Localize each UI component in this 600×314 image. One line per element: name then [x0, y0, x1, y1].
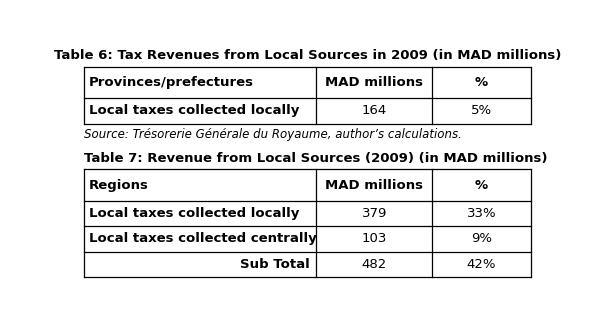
- Text: Local taxes collected locally: Local taxes collected locally: [89, 104, 299, 117]
- Text: Provinces/prefectures: Provinces/prefectures: [89, 76, 254, 89]
- Text: Sub Total: Sub Total: [240, 258, 310, 271]
- Text: Table 7: Revenue from Local Sources (2009) (in MAD millions): Table 7: Revenue from Local Sources (200…: [84, 152, 548, 165]
- Text: Local taxes collected locally: Local taxes collected locally: [89, 207, 299, 220]
- Text: 103: 103: [362, 232, 387, 246]
- Text: 164: 164: [362, 104, 387, 117]
- Text: Source: Trésorerie Générale du Royaume, author’s calculations.: Source: Trésorerie Générale du Royaume, …: [84, 128, 462, 141]
- Text: MAD millions: MAD millions: [325, 179, 424, 192]
- Text: 9%: 9%: [471, 232, 492, 246]
- Text: 482: 482: [362, 258, 387, 271]
- Text: 5%: 5%: [471, 104, 492, 117]
- Text: Table 6: Tax Revenues from Local Sources in 2009 (in MAD millions): Table 6: Tax Revenues from Local Sources…: [54, 49, 561, 62]
- Text: 379: 379: [362, 207, 387, 220]
- Text: Regions: Regions: [89, 179, 149, 192]
- Text: 42%: 42%: [467, 258, 496, 271]
- Text: %: %: [475, 76, 488, 89]
- Text: Local taxes collected centrally: Local taxes collected centrally: [89, 232, 317, 246]
- Text: %: %: [475, 179, 488, 192]
- Text: 33%: 33%: [467, 207, 496, 220]
- Text: MAD millions: MAD millions: [325, 76, 424, 89]
